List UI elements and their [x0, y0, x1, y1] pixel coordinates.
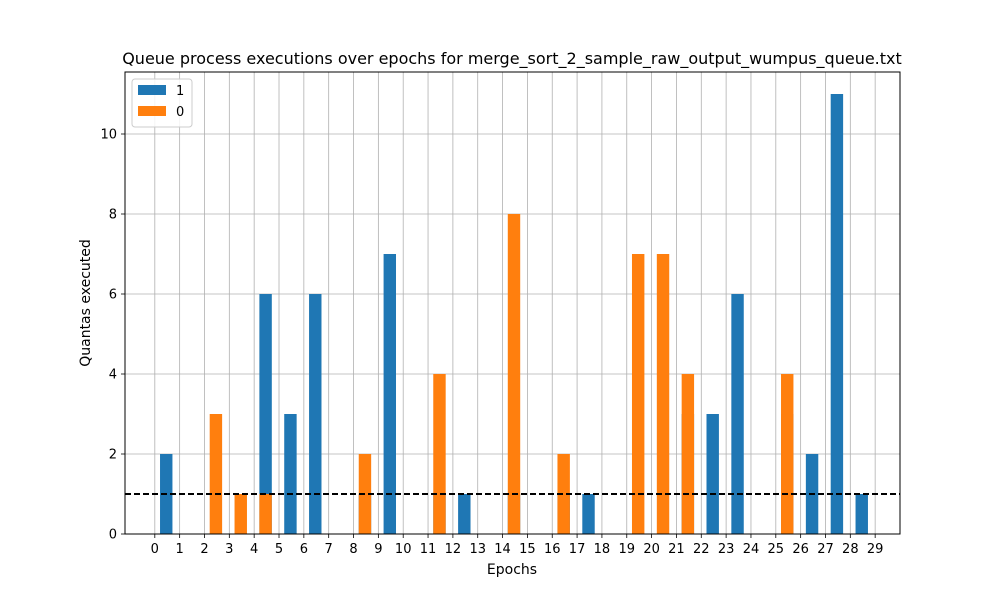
bar-series-0-epoch-14 — [507, 214, 521, 534]
y-tick-label: 10 — [100, 128, 117, 143]
x-tick-label: 23 — [718, 542, 735, 557]
bar-series-1-epoch-23 — [731, 294, 744, 534]
y-tick-label: 6 — [109, 288, 117, 303]
x-tick-label: 3 — [225, 542, 233, 557]
bar-series-1-epoch-27 — [830, 94, 844, 534]
x-tick-label: 17 — [569, 542, 586, 557]
x-tick-label: 29 — [867, 542, 884, 557]
bar-series-1-epoch-12 — [458, 494, 471, 534]
x-tick-label: 20 — [643, 542, 660, 557]
bar-series-0-epoch-25 — [781, 374, 794, 534]
x-tick-label: 7 — [325, 542, 333, 557]
x-tick-label: 24 — [743, 542, 760, 557]
bar-series-1-epoch-6 — [309, 294, 322, 534]
x-tick-label: 8 — [349, 542, 357, 557]
bar-series-0-epoch-21 — [681, 374, 695, 534]
bar-series-1-epoch-28 — [855, 494, 868, 534]
x-tick-label: 12 — [445, 542, 462, 557]
x-axis-label: Epochs — [487, 562, 537, 578]
x-tick-label: 19 — [618, 542, 635, 557]
chart-title: Queue process executions over epochs for… — [122, 49, 902, 69]
x-tick-label: 0 — [151, 542, 159, 557]
x-tick-label: 26 — [792, 542, 809, 557]
legend-swatch-0 — [138, 106, 166, 116]
x-tick-label: 11 — [420, 542, 437, 557]
x-tick-label: 22 — [693, 542, 710, 557]
plot-frame — [124, 71, 901, 535]
bar-series-0-epoch-4 — [259, 494, 272, 534]
bar-series-1-epoch-9 — [383, 254, 397, 534]
legend-label-1: 1 — [176, 84, 184, 99]
bar-series-0-epoch-16 — [557, 454, 570, 534]
x-tick-label: 25 — [768, 542, 785, 557]
y-tick-label: 2 — [109, 448, 117, 463]
bar-series-0-epoch-19 — [631, 254, 645, 534]
grid — [125, 72, 900, 535]
x-tick-label: 28 — [842, 542, 859, 557]
legend-label-0: 0 — [176, 105, 184, 120]
bar-series-1-epoch-5 — [284, 414, 297, 534]
x-tick-label: 18 — [594, 542, 611, 557]
y-axis-label: Quantas executed — [78, 239, 94, 367]
x-tick-label: 1 — [176, 542, 184, 557]
x-tick-label: 5 — [275, 542, 283, 557]
bar-series-0-epoch-3 — [234, 494, 247, 534]
y-tick-label: 0 — [109, 528, 117, 543]
x-tick-label: 14 — [494, 542, 511, 557]
x-tick-label: 13 — [469, 542, 486, 557]
x-tick-label: 15 — [519, 542, 536, 557]
bar-series-1-epoch-17 — [582, 494, 595, 534]
bar-series-0-epoch-11 — [433, 374, 446, 534]
y-tick-label: 8 — [109, 208, 117, 223]
x-tick-label: 6 — [300, 542, 308, 557]
x-tick-label: 10 — [395, 542, 412, 557]
bar-series-1-epoch-22 — [706, 414, 719, 534]
bar-series-0-epoch-20 — [656, 254, 670, 534]
x-tick-label: 2 — [200, 542, 208, 557]
bar-series-1-epoch-4 — [259, 294, 272, 534]
legend-swatch-1 — [138, 85, 166, 95]
y-tick-label: 4 — [109, 368, 117, 383]
x-tick-label: 16 — [544, 542, 561, 557]
x-tick-label: 9 — [374, 542, 382, 557]
bar-series-0-epoch-2 — [209, 414, 223, 534]
axis-ticks: 0 1 2 3 4 5 6 7 8 9 10 11 12 13 14 15 16 17 18 19 20 21 22 23 24… — [100, 128, 883, 558]
x-tick-label: 27 — [817, 542, 834, 557]
legend: 10 — [131, 78, 193, 128]
x-tick-label: 4 — [250, 542, 258, 557]
x-tick-label: 21 — [668, 542, 685, 557]
